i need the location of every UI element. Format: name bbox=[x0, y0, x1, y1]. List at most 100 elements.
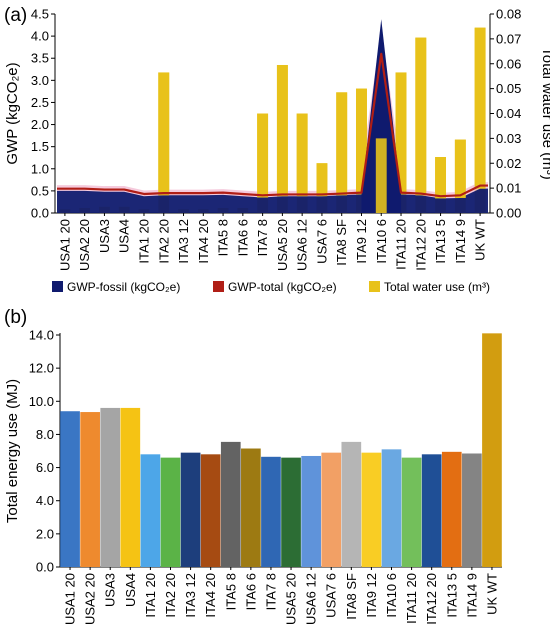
water-use-bar-top bbox=[415, 37, 427, 196]
y-right-axis-title: Total water use (m³) bbox=[539, 47, 550, 180]
y-tick-label: 14.0 bbox=[29, 328, 54, 343]
x-tick-label: USA1 20 bbox=[63, 573, 78, 625]
energy-bar bbox=[421, 454, 442, 567]
x-tick-label: ITA5 8 bbox=[223, 573, 238, 610]
energy-bar bbox=[80, 412, 100, 567]
panel-a-letter: (a) bbox=[4, 5, 27, 26]
y-right-tick-label: 0.05 bbox=[496, 81, 521, 96]
y-tick-label: 0.5 bbox=[31, 183, 49, 198]
x-tick-label: UK WT bbox=[473, 219, 488, 261]
water-use-bar-top bbox=[296, 113, 308, 197]
energy-bar bbox=[361, 452, 382, 567]
energy-bar bbox=[321, 452, 342, 567]
panel-b-chart: 0.0 2.0 4.0 6.0 8.0 10.0 12.0 14.0 USA1 20 USA2 2… bbox=[4, 328, 502, 625]
y-tick-label: 1.0 bbox=[31, 161, 49, 176]
x-tick-label: ITA11 20 bbox=[404, 573, 419, 624]
x-tick-label: USA1 20 bbox=[57, 219, 72, 271]
water-use-bar-top bbox=[276, 64, 288, 197]
energy-bar bbox=[60, 411, 80, 567]
x-tick-label: ITA6 6 bbox=[243, 573, 258, 610]
y-right-tick-label: 0.01 bbox=[496, 181, 521, 196]
energy-bar bbox=[482, 333, 502, 567]
x-tick-label: UK WT bbox=[484, 573, 499, 615]
x-tick-label: ITA9 12 bbox=[364, 573, 379, 618]
energy-bar bbox=[160, 457, 181, 567]
x-tick-label: ITA10 6 bbox=[374, 219, 389, 264]
y-tick-label: 12.0 bbox=[29, 361, 54, 376]
water-use-bar-top bbox=[356, 88, 367, 195]
energy-bar bbox=[241, 448, 261, 567]
x-tick-label: ITA7 8 bbox=[263, 573, 278, 610]
y-tick-label: 3.0 bbox=[31, 73, 49, 88]
energy-bar bbox=[301, 455, 321, 567]
y-tick-label: 2.0 bbox=[31, 117, 49, 132]
y-tick-label: 1.5 bbox=[31, 139, 49, 154]
y-right-tick-label: 0.03 bbox=[496, 131, 521, 146]
water-use-bar-top bbox=[435, 157, 447, 199]
energy-bar bbox=[100, 407, 121, 567]
x-tick-label: USA5 20 bbox=[275, 219, 290, 271]
x-tick-label: USA4 bbox=[117, 219, 132, 253]
x-tick-label: USA3 bbox=[97, 219, 112, 253]
x-tick-label: ITA14 9 bbox=[453, 219, 468, 264]
energy-bar bbox=[140, 454, 161, 567]
x-tick-label: USA6 12 bbox=[304, 573, 319, 625]
y-right-tick-label: 0.07 bbox=[496, 31, 521, 46]
panel-a-chart: 0.0 0.5 1.0 1.5 2.0 2.5 3.0 3.5 4.0 4.5 0.00 0.01 0.… bbox=[4, 7, 550, 272]
water-use-bar-top bbox=[316, 163, 328, 197]
panel-b-letter: (b) bbox=[4, 307, 27, 328]
water-use-bar-top bbox=[454, 139, 466, 198]
x-tick-label: ITA13 5 bbox=[433, 219, 448, 264]
x-tick-label: ITA13 5 bbox=[444, 573, 459, 618]
x-tick-label: ITA5 8 bbox=[216, 219, 231, 256]
y-right-tick-label: 0.04 bbox=[496, 106, 521, 121]
y-right-tick-label: 0.06 bbox=[496, 56, 521, 71]
water-use-bar-top bbox=[474, 27, 486, 189]
legend-swatch bbox=[52, 281, 63, 292]
legend-swatch bbox=[369, 281, 380, 292]
x-tick-label: ITA1 20 bbox=[143, 573, 158, 618]
x-tick-label: ITA4 20 bbox=[203, 573, 218, 618]
x-tick-label: ITA7 8 bbox=[255, 219, 270, 256]
x-tick-label: ITA14 9 bbox=[464, 573, 479, 618]
legend: GWP-fossil (kgCO₂e) GWP-total (kgCO₂e) Tot… bbox=[52, 280, 490, 294]
x-tick-label: ITA2 20 bbox=[163, 573, 178, 618]
energy-bar bbox=[180, 452, 201, 567]
energy-bar bbox=[401, 457, 422, 567]
x-tick-label: ITA11 20 bbox=[394, 219, 409, 270]
y-right-tick-label: 0.02 bbox=[496, 156, 521, 171]
y-tick-label: 6.0 bbox=[36, 460, 54, 475]
energy-bar bbox=[220, 441, 241, 567]
x-tick-label: USA5 20 bbox=[284, 573, 299, 625]
x-tick-label: ITA12 20 bbox=[424, 573, 439, 625]
legend-label: GWP-total (kgCO₂e) bbox=[228, 280, 337, 294]
y-tick-label: 8.0 bbox=[36, 427, 54, 442]
x-tick-label: ITA3 12 bbox=[183, 573, 198, 618]
water-use-bar-top bbox=[257, 113, 269, 198]
energy-bar bbox=[200, 454, 221, 567]
energy-bar bbox=[341, 441, 362, 567]
gwp-fossil-peak bbox=[361, 19, 402, 213]
x-tick-label: ITA8 SF bbox=[334, 219, 349, 266]
y-tick-label: 4.5 bbox=[31, 7, 49, 22]
y-right-tick-label: 0.08 bbox=[496, 7, 521, 22]
x-tick-label: USA2 20 bbox=[83, 573, 98, 625]
energy-bar bbox=[261, 456, 281, 567]
x-tick-label: ITA2 20 bbox=[156, 219, 171, 264]
x-tick-label: USA7 6 bbox=[324, 573, 339, 618]
y-tick-label: 10.0 bbox=[29, 394, 54, 409]
x-tick-label: ITA8 SF bbox=[344, 573, 359, 620]
x-tick-label: ITA1 20 bbox=[136, 219, 151, 264]
x-tick-label: ITA12 20 bbox=[413, 219, 428, 271]
water-use-bar-peak bbox=[375, 138, 387, 213]
legend-label: GWP-fossil (kgCO₂e) bbox=[67, 280, 180, 294]
y-tick-label: 4.0 bbox=[31, 29, 49, 44]
y-axis-title: GWP (kgCO₂e) bbox=[4, 62, 21, 164]
y-right-tick-label: 0.00 bbox=[496, 206, 521, 221]
x-tick-label: USA6 12 bbox=[295, 219, 310, 271]
x-tick-label: ITA3 12 bbox=[176, 219, 191, 264]
y-tick-label: 0.0 bbox=[31, 206, 49, 221]
x-tick-label: USA2 20 bbox=[77, 219, 92, 271]
x-tick-label: ITA9 12 bbox=[354, 219, 369, 264]
